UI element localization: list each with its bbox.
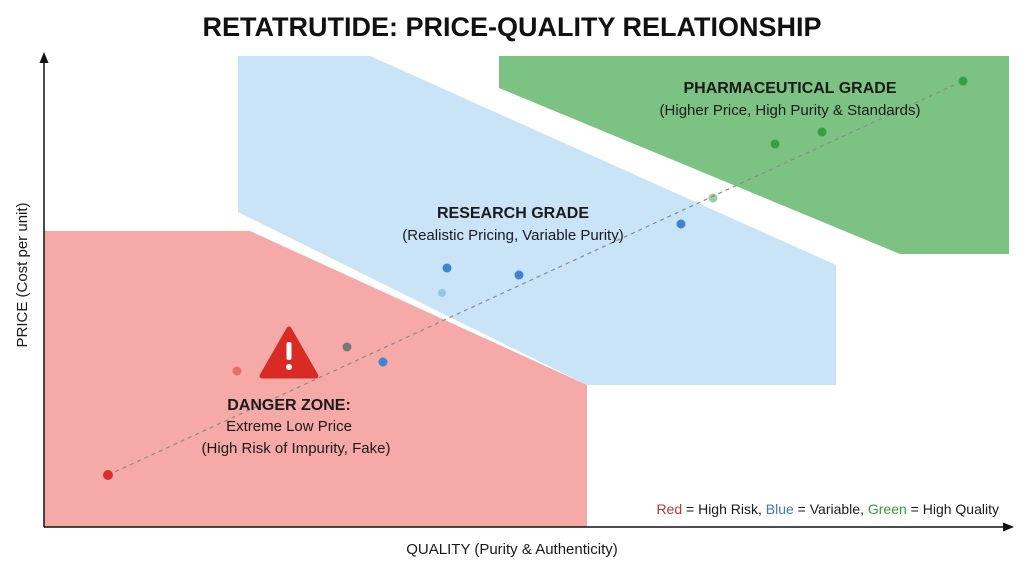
warning-triangle-icon xyxy=(259,326,319,379)
legend-green-text: = High Quality xyxy=(907,501,999,517)
danger-zone-line2: (High Risk of Impurity, Fake) xyxy=(202,440,391,457)
data-point-green-1 xyxy=(770,139,780,149)
legend-red-word: Red xyxy=(656,501,682,517)
pharma-zone-subtitle: (Higher Price, High Purity & Standards) xyxy=(660,102,921,119)
data-point-gray xyxy=(342,342,352,352)
data-point-green-3 xyxy=(958,76,968,86)
research-zone-subtitle: (Realistic Pricing, Variable Purity) xyxy=(402,227,623,244)
data-point-blue-faded xyxy=(438,289,446,297)
legend-green-word: Green xyxy=(868,501,907,517)
trend-line xyxy=(107,80,964,476)
data-points xyxy=(103,76,968,480)
data-point-blue-2 xyxy=(442,263,452,273)
data-point-green-faded xyxy=(708,193,718,203)
pharma-zone-title: PHARMACEUTICAL GRADE xyxy=(683,80,896,97)
color-legend: Red = High Risk, Blue = Variable, Green … xyxy=(656,501,999,517)
legend-red-text: = High Risk, xyxy=(682,501,766,517)
y-axis-label: PRICE (Cost per unit) xyxy=(14,202,31,347)
pharmaceutical-grade-region xyxy=(499,56,1009,254)
data-point-red-faded xyxy=(232,366,242,376)
data-point-blue-4 xyxy=(676,219,686,229)
data-point-blue-1 xyxy=(378,357,388,367)
legend-blue-word: Blue xyxy=(766,501,794,517)
legend-blue-text: = Variable, xyxy=(794,501,868,517)
danger-zone-region xyxy=(44,231,587,527)
y-axis-arrow-icon xyxy=(39,52,49,63)
research-grade-region xyxy=(238,56,836,385)
x-axis-label: QUALITY (Purity & Authenticity) xyxy=(406,541,617,558)
data-point-blue-3 xyxy=(514,270,524,280)
research-zone-title: RESEARCH GRADE xyxy=(437,205,589,222)
data-point-red-low xyxy=(103,470,113,480)
danger-zone-title: DANGER ZONE: xyxy=(227,397,351,414)
data-point-green-2 xyxy=(817,127,827,137)
diagram-title: RETATRUTIDE: PRICE-QUALITY RELATIONSHIP xyxy=(203,12,822,42)
danger-zone-line1: Extreme Low Price xyxy=(226,418,352,435)
axes xyxy=(39,52,1014,532)
x-axis-arrow-icon xyxy=(1003,522,1014,532)
